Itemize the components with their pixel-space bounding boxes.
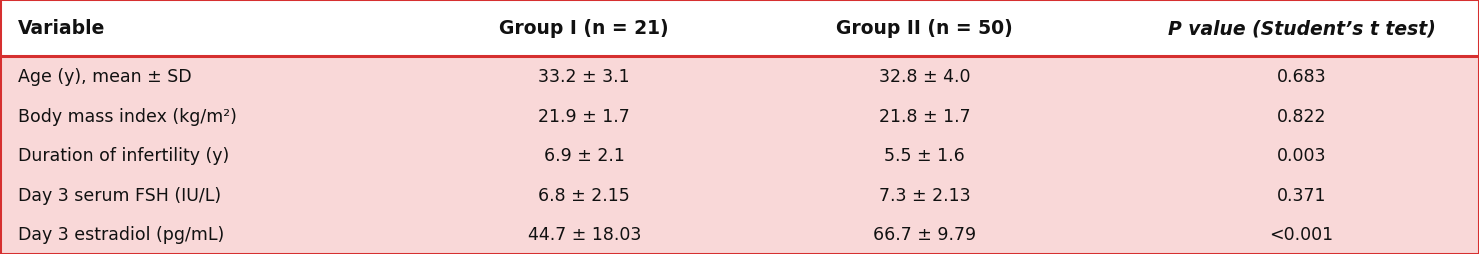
Bar xyxy=(0,0,1479,57)
Text: P value (Student’s t test): P value (Student’s t test) xyxy=(1167,19,1436,38)
Bar xyxy=(0,57,1479,97)
Text: Day 3 serum FSH (IU/L): Day 3 serum FSH (IU/L) xyxy=(18,186,220,204)
Text: 32.8 ± 4.0: 32.8 ± 4.0 xyxy=(879,68,970,86)
Text: 21.8 ± 1.7: 21.8 ± 1.7 xyxy=(879,107,970,125)
Bar xyxy=(0,175,1479,215)
Text: 0.822: 0.822 xyxy=(1276,107,1327,125)
Text: 66.7 ± 9.79: 66.7 ± 9.79 xyxy=(873,225,976,243)
Bar xyxy=(0,97,1479,136)
Text: 5.5 ± 1.6: 5.5 ± 1.6 xyxy=(884,147,964,165)
Text: 44.7 ± 18.03: 44.7 ± 18.03 xyxy=(528,225,640,243)
Text: 0.003: 0.003 xyxy=(1276,147,1327,165)
Text: 6.9 ± 2.1: 6.9 ± 2.1 xyxy=(544,147,624,165)
Text: 0.371: 0.371 xyxy=(1276,186,1327,204)
Text: Age (y), mean ± SD: Age (y), mean ± SD xyxy=(18,68,191,86)
Text: Day 3 estradiol (pg/mL): Day 3 estradiol (pg/mL) xyxy=(18,225,223,243)
Text: <0.001: <0.001 xyxy=(1269,225,1334,243)
Text: 0.683: 0.683 xyxy=(1276,68,1327,86)
Text: 21.9 ± 1.7: 21.9 ± 1.7 xyxy=(538,107,630,125)
Text: Body mass index (kg/m²): Body mass index (kg/m²) xyxy=(18,107,237,125)
Text: Variable: Variable xyxy=(18,19,105,38)
Text: 33.2 ± 3.1: 33.2 ± 3.1 xyxy=(538,68,630,86)
Text: Duration of infertility (y): Duration of infertility (y) xyxy=(18,147,229,165)
Text: Group I (n = 21): Group I (n = 21) xyxy=(500,19,669,38)
Text: Group II (n = 50): Group II (n = 50) xyxy=(836,19,1013,38)
Bar xyxy=(0,215,1479,254)
Text: 7.3 ± 2.13: 7.3 ± 2.13 xyxy=(879,186,970,204)
Bar xyxy=(0,136,1479,175)
Text: 6.8 ± 2.15: 6.8 ± 2.15 xyxy=(538,186,630,204)
